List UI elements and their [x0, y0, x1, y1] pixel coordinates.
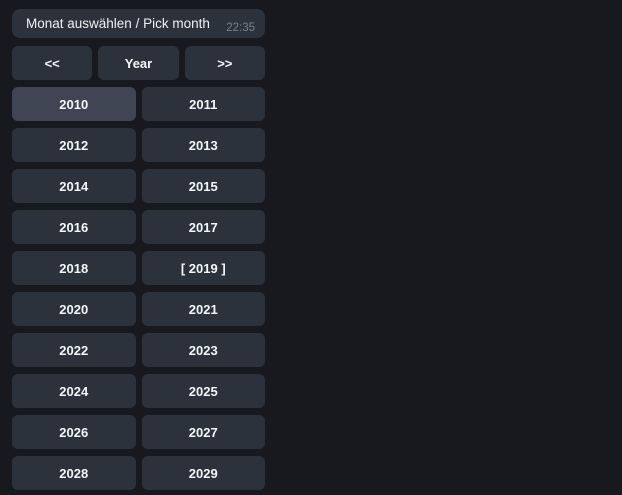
keyboard-row: 2010 2011: [12, 87, 265, 121]
year-2026-button[interactable]: 2026: [12, 415, 136, 449]
year-2011-button[interactable]: 2011: [141, 87, 265, 121]
year-2027-button[interactable]: 2027: [141, 415, 265, 449]
year-2020-button[interactable]: 2020: [12, 292, 136, 326]
keyboard-row: 2012 2013: [12, 128, 265, 162]
inline-keyboard: << Year >> 2010 2011 2012 2013 2014 2015 2016 2017…: [12, 46, 265, 490]
next-years-button[interactable]: >>: [184, 46, 265, 80]
keyboard-row: 2022 2023: [12, 333, 265, 367]
prev-years-button[interactable]: <<: [12, 46, 93, 80]
year-2013-button[interactable]: 2013: [141, 128, 265, 162]
keyboard-row: 2026 2027: [12, 415, 265, 449]
year-2015-button[interactable]: 2015: [141, 169, 265, 203]
year-mode-button[interactable]: Year: [98, 46, 179, 80]
message-timestamp: 22:35: [226, 22, 255, 34]
year-2017-button[interactable]: 2017: [141, 210, 265, 244]
year-2021-button[interactable]: 2021: [141, 292, 265, 326]
keyboard-row: 2020 2021: [12, 292, 265, 326]
year-2025-button[interactable]: 2025: [141, 374, 265, 408]
keyboard-row: 2018[ 2019 ]: [12, 251, 265, 285]
keyboard-row: 2016 2017: [12, 210, 265, 244]
keyboard-row: 2014 2015: [12, 169, 265, 203]
year-2016-button[interactable]: 2016: [12, 210, 136, 244]
year-2012-button[interactable]: 2012: [12, 128, 136, 162]
year-2014-button[interactable]: 2014: [12, 169, 136, 203]
year-2019-button[interactable]: [ 2019 ]: [141, 251, 265, 285]
year-2024-button[interactable]: 2024: [12, 374, 136, 408]
year-2010-button[interactable]: 2010: [12, 87, 136, 121]
keyboard-row: << Year >>: [12, 46, 265, 80]
keyboard-row: 2024 2025: [12, 374, 265, 408]
year-2018-button[interactable]: 2018: [12, 251, 136, 285]
year-2023-button[interactable]: 2023: [141, 333, 265, 367]
keyboard-row: 2028 2029: [12, 456, 265, 490]
message-text: Monat auswählen / Pick month: [26, 16, 210, 31]
year-2028-button[interactable]: 2028: [12, 456, 136, 490]
year-2029-button[interactable]: 2029: [141, 456, 265, 490]
year-2022-button[interactable]: 2022: [12, 333, 136, 367]
message-bubble: Monat auswählen / Pick month 22:35: [12, 9, 265, 38]
